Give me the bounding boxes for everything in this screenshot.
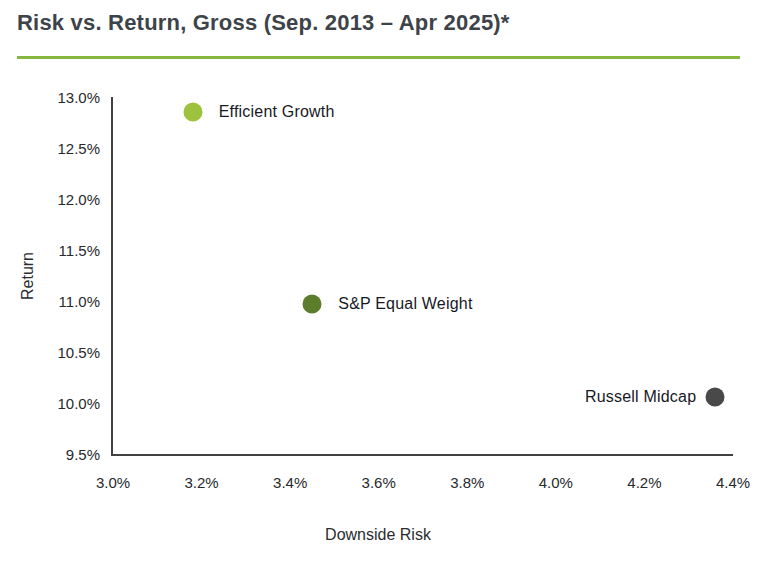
- data-point-label: Efficient Growth: [219, 103, 335, 121]
- y-tick-label: 10.5%: [57, 344, 100, 361]
- plot-area: 13.0%12.5%12.0%11.5%11.0%10.5%10.0%9.5%3…: [111, 97, 733, 456]
- y-axis-title: Return: [19, 252, 37, 300]
- title-underline-rule: [17, 56, 740, 59]
- data-point-dot: [183, 103, 202, 122]
- x-tick-label: 3.6%: [362, 474, 396, 491]
- y-tick-label: 13.0%: [57, 89, 100, 106]
- x-tick-label: 4.0%: [539, 474, 573, 491]
- x-tick-label: 3.2%: [184, 474, 218, 491]
- x-tick-label: 3.4%: [273, 474, 307, 491]
- data-point-label: Russell Midcap: [585, 388, 696, 406]
- x-tick-label: 4.4%: [716, 474, 750, 491]
- y-tick-label: 12.5%: [57, 140, 100, 157]
- chart-title: Risk vs. Return, Gross (Sep. 2013 – Apr …: [17, 11, 510, 35]
- y-tick-label: 9.5%: [66, 446, 100, 463]
- x-axis-title: Downside Risk: [325, 526, 431, 544]
- data-point-dot: [706, 387, 725, 406]
- y-tick-label: 11.0%: [59, 293, 100, 310]
- data-point-label: S&P Equal Weight: [338, 295, 472, 313]
- x-tick-label: 3.0%: [96, 474, 130, 491]
- y-tick-label: 11.5%: [59, 242, 100, 259]
- x-tick-label: 4.2%: [627, 474, 661, 491]
- y-tick-label: 12.0%: [57, 191, 100, 208]
- y-tick-label: 10.0%: [57, 395, 100, 412]
- risk-return-figure: Risk vs. Return, Gross (Sep. 2013 – Apr …: [0, 0, 768, 562]
- x-tick-label: 3.8%: [450, 474, 484, 491]
- data-point-dot: [303, 295, 322, 314]
